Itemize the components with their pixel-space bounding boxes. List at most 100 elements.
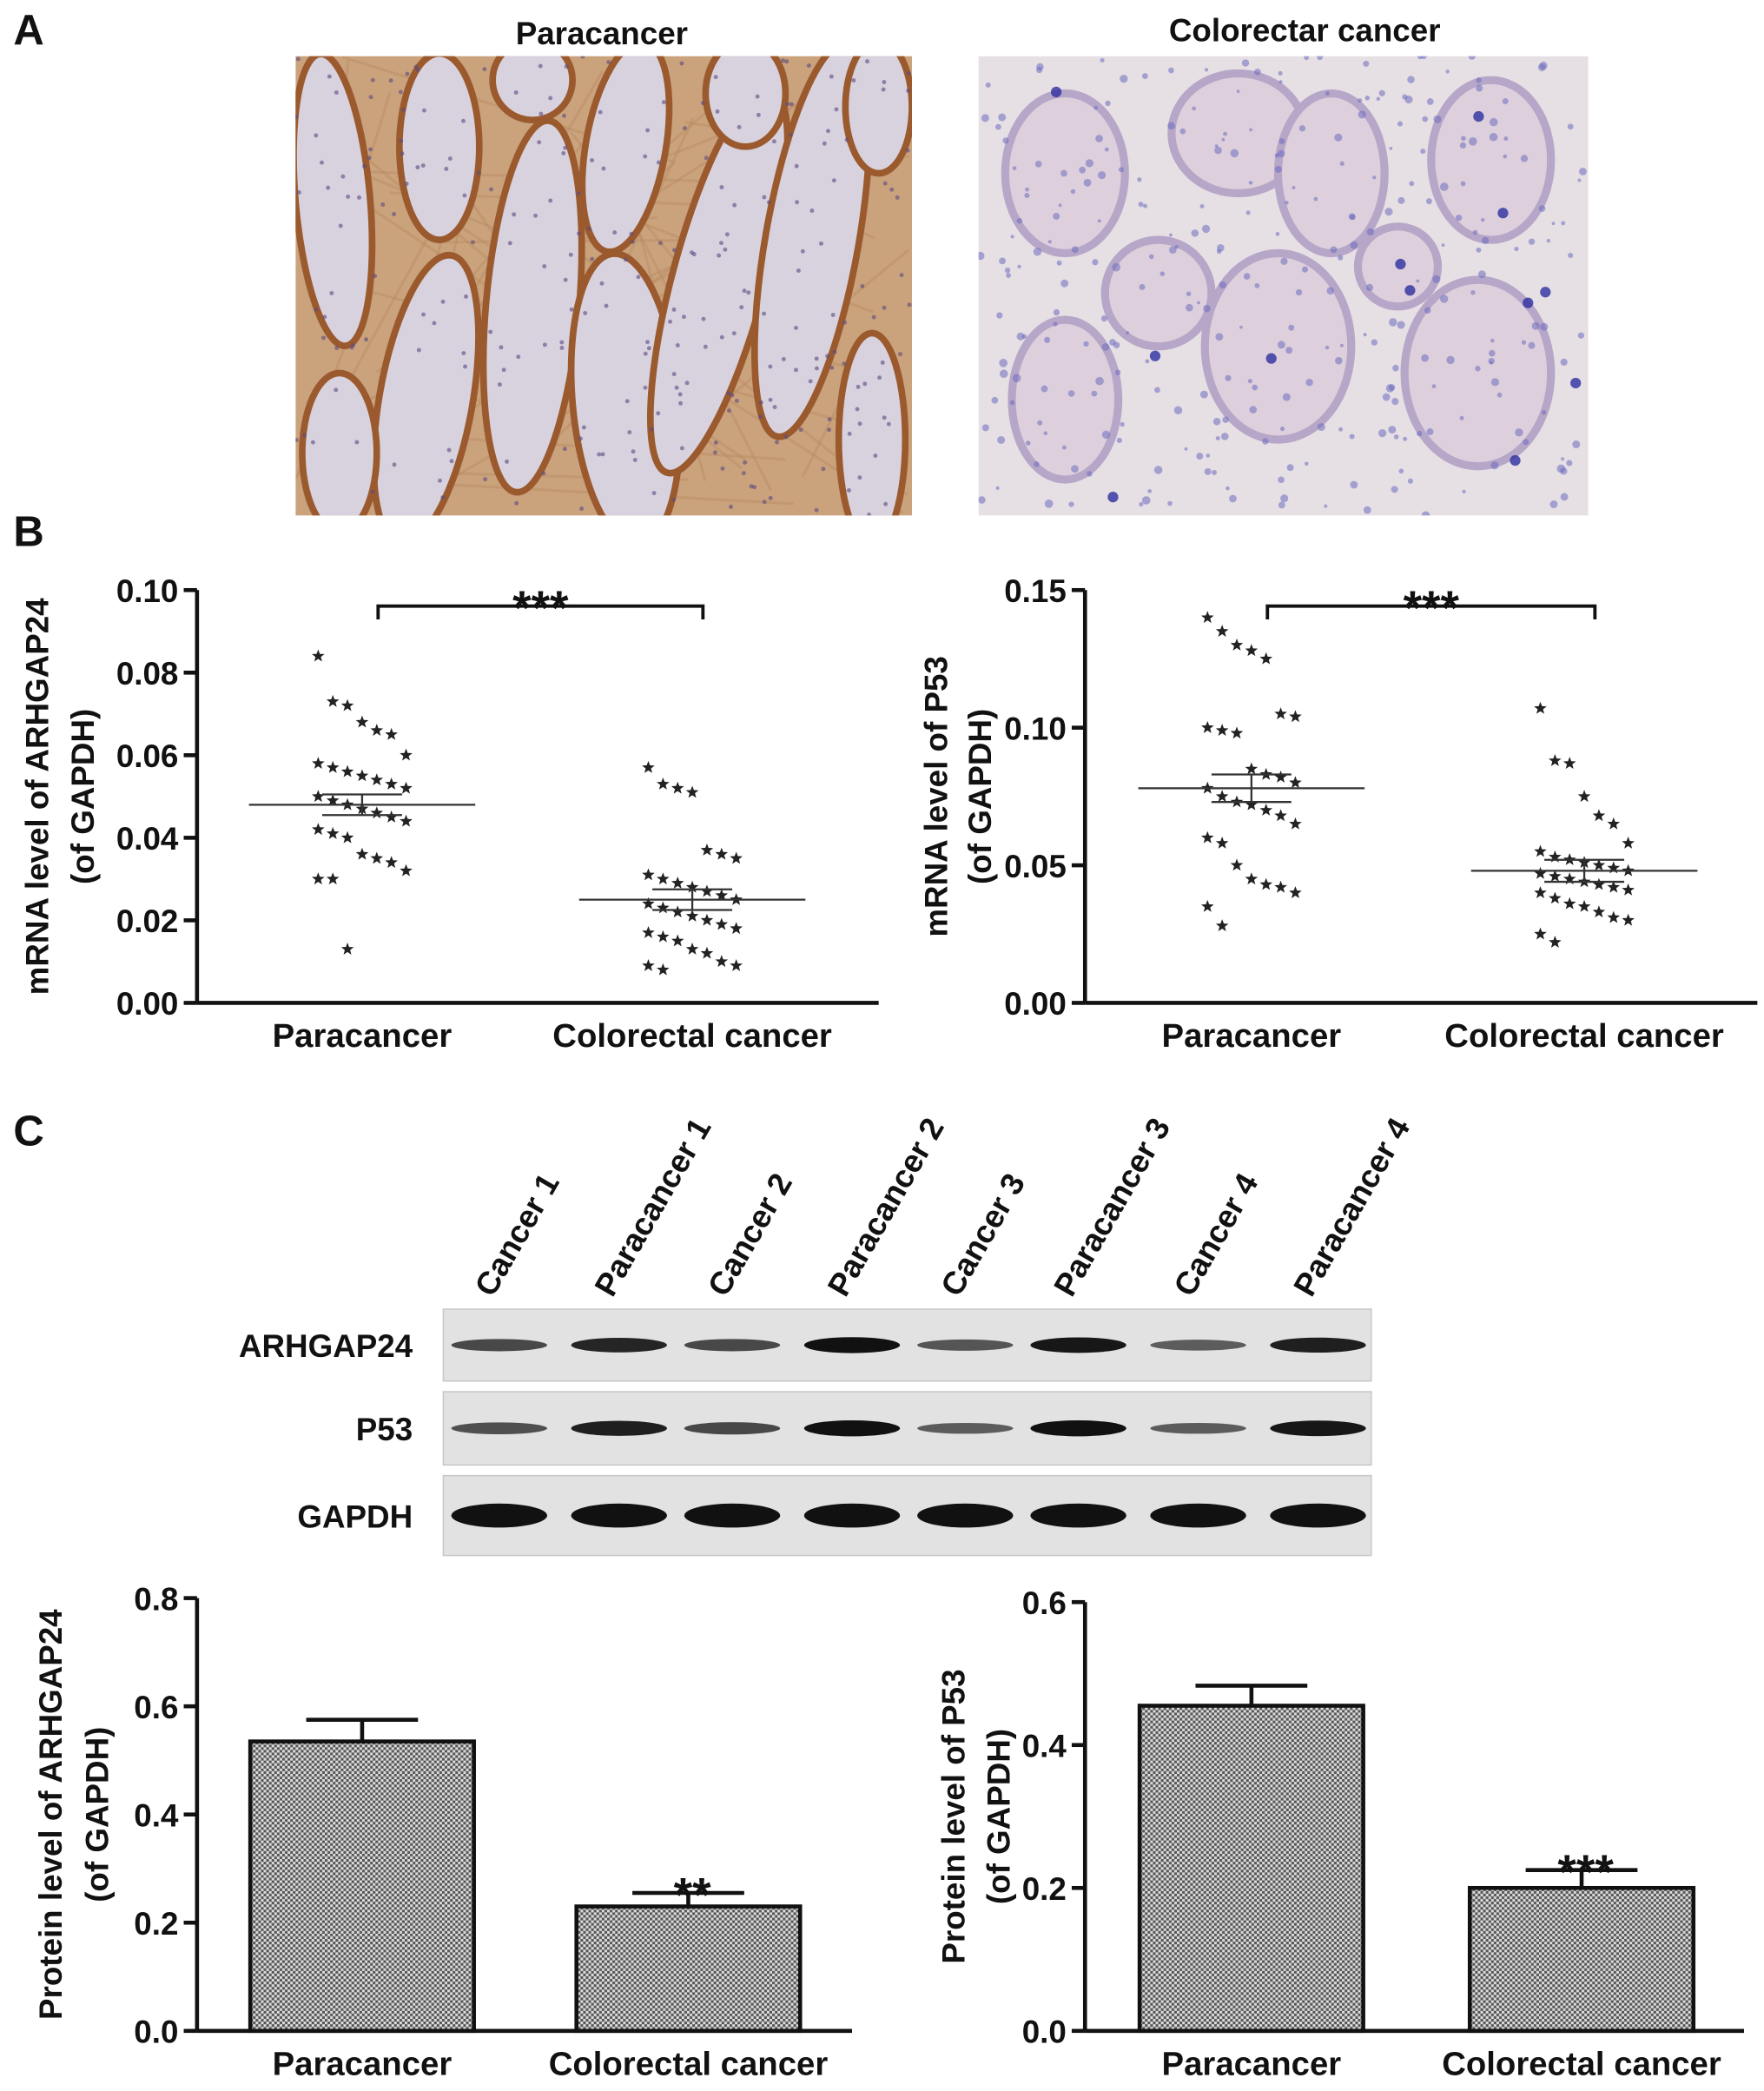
nucleus bbox=[630, 239, 635, 244]
nucleus bbox=[1489, 132, 1498, 142]
nucleus bbox=[898, 352, 902, 357]
y-tick-label: 0.2 bbox=[1022, 1871, 1067, 1907]
nucleus bbox=[314, 307, 319, 312]
nucleus bbox=[842, 361, 847, 367]
nucleus bbox=[732, 202, 737, 208]
data-point bbox=[326, 694, 340, 707]
nucleus bbox=[1461, 136, 1466, 142]
nucleus bbox=[334, 90, 339, 95]
data-point bbox=[642, 959, 655, 971]
nucleus bbox=[1012, 166, 1017, 170]
x-tick-label: Colorectal cancer bbox=[1444, 1017, 1724, 1055]
nucleus bbox=[645, 128, 651, 133]
crypt bbox=[835, 329, 909, 516]
nucleus bbox=[507, 241, 512, 246]
nucleus bbox=[1214, 146, 1222, 155]
nucleus bbox=[636, 275, 641, 280]
nucleus bbox=[1503, 136, 1509, 142]
band bbox=[451, 1503, 547, 1528]
nucleus bbox=[1247, 379, 1252, 384]
nucleus bbox=[1325, 345, 1330, 350]
data-point bbox=[1534, 866, 1547, 879]
nucleus bbox=[1502, 98, 1509, 104]
nucleus bbox=[1420, 149, 1426, 155]
data-point bbox=[1534, 701, 1547, 714]
nucleus bbox=[1384, 208, 1393, 216]
nucleus bbox=[542, 264, 547, 268]
nucleus bbox=[364, 337, 369, 342]
nucleus bbox=[675, 343, 680, 347]
nucleus bbox=[882, 305, 887, 310]
nucleus bbox=[1174, 245, 1179, 249]
dark-nucleus bbox=[1473, 110, 1484, 122]
image-title: Colorectar cancer bbox=[1169, 13, 1441, 49]
nucleus bbox=[1489, 361, 1493, 365]
nucleus bbox=[1372, 175, 1377, 180]
data-point bbox=[1592, 905, 1606, 918]
nucleus bbox=[1036, 66, 1043, 74]
nucleus bbox=[671, 497, 677, 502]
nucleus bbox=[368, 95, 373, 100]
nucleus bbox=[758, 400, 763, 405]
nucleus bbox=[877, 375, 882, 380]
nucleus bbox=[295, 56, 301, 62]
nucleus bbox=[656, 160, 661, 165]
nucleus bbox=[999, 369, 1008, 379]
nucleus bbox=[1422, 116, 1429, 122]
nucleus bbox=[1044, 499, 1054, 508]
y-tick-label: 0.4 bbox=[1022, 1729, 1067, 1764]
nucleus bbox=[906, 88, 911, 93]
nucleus bbox=[991, 396, 999, 404]
nucleus bbox=[1389, 147, 1393, 150]
nucleus bbox=[775, 440, 779, 445]
nucleus bbox=[1167, 500, 1173, 506]
nucleus bbox=[1577, 178, 1582, 182]
nucleus bbox=[1139, 502, 1144, 507]
y-tick-label: 0.02 bbox=[116, 903, 179, 939]
nucleus bbox=[997, 435, 1006, 444]
blot-row-label: ARHGAP24 bbox=[239, 1328, 413, 1364]
data-point bbox=[671, 781, 684, 794]
dark-nucleus bbox=[1050, 86, 1062, 97]
nucleus bbox=[789, 102, 794, 107]
nucleus bbox=[563, 277, 568, 282]
nucleus bbox=[1116, 437, 1122, 444]
nucleus bbox=[1017, 264, 1021, 269]
nucleus bbox=[1141, 73, 1148, 80]
nucleus bbox=[981, 424, 989, 432]
data-point bbox=[657, 901, 670, 914]
nucleus bbox=[538, 111, 544, 116]
nucleus bbox=[1528, 341, 1536, 349]
nucleus bbox=[464, 294, 468, 299]
nucleus bbox=[1060, 279, 1069, 288]
nucleus bbox=[1278, 138, 1285, 145]
nucleus bbox=[362, 163, 367, 169]
nucleus bbox=[416, 347, 421, 353]
data-point bbox=[1259, 877, 1273, 890]
y-tick-label: 0.06 bbox=[116, 738, 179, 774]
nucleus bbox=[1489, 117, 1498, 127]
nucleus bbox=[994, 123, 1001, 130]
nucleus bbox=[1071, 465, 1079, 473]
nucleus bbox=[438, 478, 442, 483]
nucleus bbox=[1475, 366, 1481, 372]
blot-row-label: GAPDH bbox=[297, 1499, 413, 1534]
data-point bbox=[1549, 891, 1562, 904]
nucleus bbox=[1364, 96, 1371, 101]
nucleus bbox=[1278, 501, 1285, 509]
nucleus bbox=[1053, 308, 1060, 316]
nucleus bbox=[726, 391, 731, 396]
nucleus bbox=[357, 195, 361, 200]
nucleus bbox=[1068, 501, 1074, 507]
nucleus bbox=[730, 393, 735, 398]
x-tick-label: Paracancer bbox=[273, 1017, 453, 1055]
data-point bbox=[1289, 817, 1302, 830]
nucleus bbox=[679, 446, 684, 451]
data-point bbox=[700, 946, 714, 959]
data-point bbox=[385, 727, 398, 740]
nucleus bbox=[781, 356, 786, 361]
data-point bbox=[326, 760, 340, 773]
nucleus bbox=[844, 137, 849, 142]
nucleus bbox=[882, 415, 887, 420]
